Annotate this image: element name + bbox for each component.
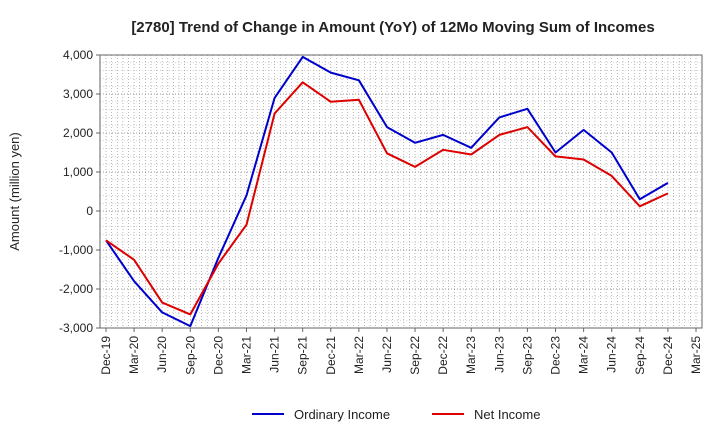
y-axis: 4,000 3,000 2,000 1,000 0 -1,000 -2,000 -3,000 [59, 48, 100, 335]
x-tick-label: Sep-22 [408, 336, 422, 375]
plot-area [99, 54, 703, 329]
x-tick-label: Dec-20 [211, 336, 225, 375]
x-axis: Dec-19 Mar-20 Jun-20 Sep-20 Dec-20 Mar-21 Jun-… [99, 328, 703, 375]
x-tick-label: Dec-23 [549, 336, 563, 375]
y-tick-label: 1,000 [63, 165, 93, 179]
x-tick-label: Sep-21 [296, 336, 310, 375]
y-tick-label: 4,000 [63, 48, 93, 62]
x-tick-label: Jun-23 [492, 336, 506, 373]
x-tick-label: Jun-21 [268, 336, 282, 373]
chart-title: [2780] Trend of Change in Amount (YoY) o… [131, 19, 654, 36]
x-tick-label: Jun-24 [605, 336, 619, 373]
x-tick-label: Dec-21 [324, 336, 338, 375]
x-tick-label: Sep-23 [520, 336, 534, 375]
x-tick-label: Mar-23 [464, 336, 478, 374]
y-tick-label: -2,000 [59, 282, 93, 296]
series-line-2 [105, 81, 669, 316]
series-group [105, 55, 669, 328]
grid [100, 54, 702, 329]
x-tick-label: Mar-25 [689, 336, 703, 374]
x-tick-label: Dec-22 [436, 336, 450, 375]
x-tick-label: Mar-24 [577, 336, 591, 374]
x-tick-label: Dec-24 [661, 336, 675, 375]
legend-label: Ordinary Income [294, 407, 390, 422]
x-tick-label: Sep-24 [633, 336, 647, 375]
x-tick-label: Mar-20 [127, 336, 141, 374]
series-line-1 [105, 55, 669, 328]
y-axis-label: Amount (million yen) [7, 132, 22, 251]
y-tick-label: -1,000 [59, 243, 93, 257]
x-tick-label: Mar-22 [352, 336, 366, 374]
y-tick-label: -3,000 [59, 321, 93, 335]
x-tick-label: Sep-20 [183, 336, 197, 375]
x-tick-label: Mar-21 [239, 336, 253, 374]
y-tick-label: 0 [86, 204, 93, 218]
y-tick-label: 3,000 [63, 87, 93, 101]
y-tick-label: 2,000 [63, 126, 93, 140]
x-tick-label: Dec-19 [99, 336, 113, 375]
x-tick-label: Jun-22 [380, 336, 394, 373]
x-tick-label: Jun-20 [155, 336, 169, 373]
legend-label: Net Income [474, 407, 540, 422]
legend: Ordinary Income Net Income [252, 407, 540, 422]
